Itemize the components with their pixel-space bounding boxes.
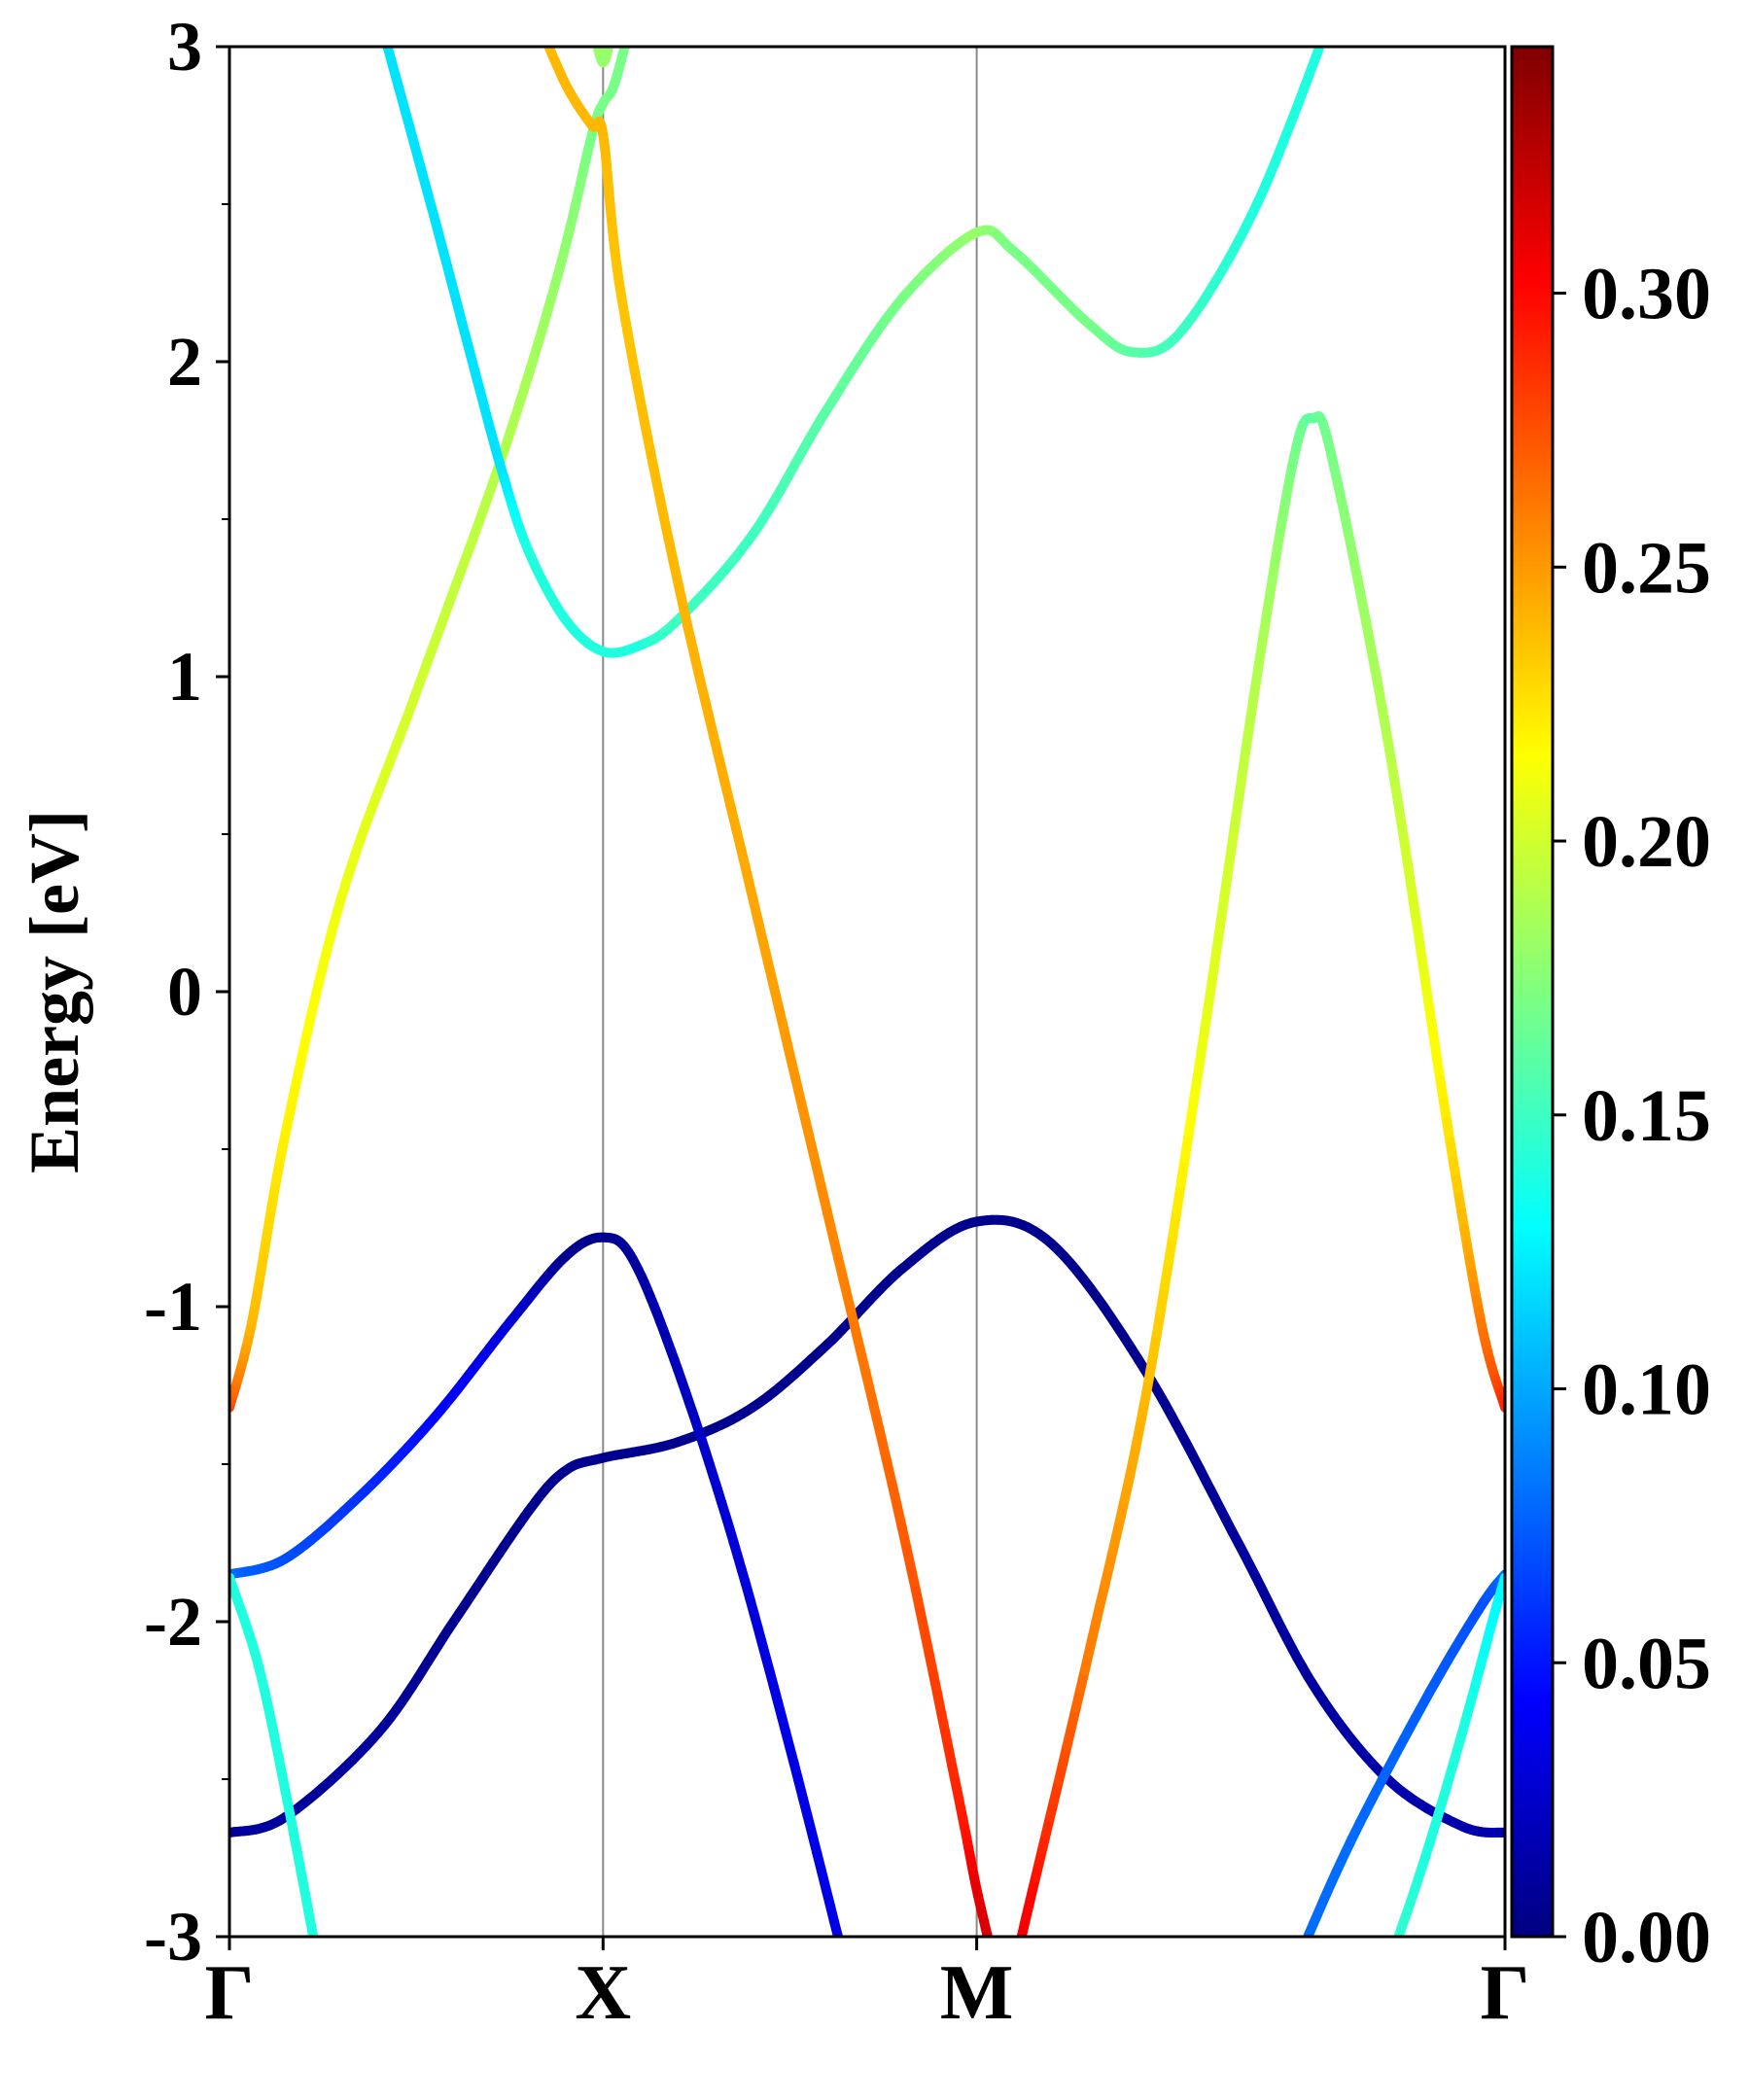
band-7-segment (1299, 1950, 1302, 1957)
band-8-segment (1393, 1932, 1404, 1937)
colorbar-tick-label-2: 0.10 (1582, 1349, 1711, 1431)
band-9-segment (594, 24, 595, 28)
y-tick-label-5: 2 (167, 323, 202, 401)
band-6-segment (1019, 1943, 1020, 1948)
band-3-segment (630, 22, 631, 27)
band-6-segment (1015, 1959, 1016, 1962)
colorbar-tick-label-0: 0.00 (1582, 1897, 1711, 1978)
band-1 (229, 1232, 846, 1968)
band-5-segment (542, 31, 544, 36)
y-tick-label-0: -3 (144, 1898, 202, 1976)
band-6-segment (1017, 1952, 1018, 1956)
band-9-segment (593, 20, 594, 24)
band-8-segment (1391, 1952, 1393, 1958)
band-9-segment (610, 37, 611, 42)
band-6-segment (1216, 881, 1231, 921)
plot-frame (228, 45, 1507, 1939)
band-5-segment (544, 36, 546, 42)
band-2 (229, 1572, 319, 1969)
band-7-segment (1302, 1942, 1306, 1949)
colorbar-tick-label-6: 0.30 (1582, 254, 1711, 335)
band-9-segment (592, 18, 593, 20)
high-symmetry-lines (602, 47, 978, 1937)
band-9-segment (595, 32, 596, 37)
band-4-segment (379, 16, 381, 24)
band-0 (229, 1214, 1505, 1838)
band-5 (536, 16, 994, 1937)
band-2-segment (315, 1944, 317, 1954)
band-9-segment (611, 32, 612, 37)
band-8-segment (1393, 1945, 1396, 1952)
y-tick-label-1: -2 (144, 1583, 202, 1661)
colorbar (1510, 45, 1555, 1939)
band-8 (1387, 1572, 1505, 1969)
band-3-segment (632, 16, 633, 18)
band-7-segment (1297, 1957, 1300, 1963)
band-lines (229, 16, 1505, 1969)
y-tick-label-6: 3 (167, 8, 202, 86)
band-1-segment (844, 1959, 846, 1968)
band-4-segment (1329, 16, 1332, 23)
band-6-segment (1018, 1948, 1019, 1952)
colorbar-tick-label-1: 0.05 (1582, 1623, 1711, 1704)
band-3-segment (631, 18, 632, 22)
y-axis-ticks: -3 -2 -1 0 1 2 3 (144, 8, 229, 1976)
band-5-segment (541, 26, 542, 31)
band-5-segment (539, 21, 541, 25)
band-5-segment (986, 1936, 992, 1937)
colorbar-tick-label-5: 0.25 (1582, 527, 1711, 609)
band-4 (379, 16, 1332, 658)
band-3 (229, 16, 633, 1413)
band-4-segment (1315, 47, 1325, 50)
y-tick-label-4: 1 (167, 638, 202, 716)
y-axis-label: Energy [eV] (16, 810, 93, 1173)
band-9-segment (596, 37, 597, 42)
band-9-segment (613, 18, 614, 20)
band-9 (592, 18, 614, 68)
band-9-segment (612, 20, 613, 24)
band-8-segment (1389, 1958, 1391, 1964)
band-3-segment (627, 31, 628, 37)
y-tick-label-2: -1 (144, 1268, 202, 1346)
band-5-segment (537, 18, 539, 22)
colorbar-ticks: 0.00 0.05 0.10 0.15 0.20 0.25 0.30 (1553, 254, 1711, 1978)
band-6-segment (1212, 910, 1227, 950)
band-2-segment (317, 1954, 319, 1962)
x-tick-label-1: X (575, 1950, 631, 2036)
colorbar-tick-label-4: 0.20 (1582, 801, 1711, 883)
band-3-segment (629, 26, 630, 31)
band-4-segment (381, 23, 384, 34)
band-6-segment (1014, 1966, 1015, 1969)
band-3-segment (623, 47, 629, 48)
x-tick-label-0: Γ (205, 1950, 255, 2036)
band-4-segment (382, 47, 393, 52)
y-tick-label-3: 0 (167, 953, 202, 1031)
band-8-segment (1387, 1964, 1389, 1969)
band-5-segment (536, 16, 537, 18)
band-6 (1014, 411, 1505, 1969)
band-9-segment (594, 28, 595, 33)
band-6-segment (1015, 1963, 1016, 1966)
x-tick-label-3: Γ (1481, 1950, 1530, 2036)
band-6-segment (1016, 1933, 1026, 1937)
band-7-segment (1294, 1963, 1296, 1968)
band-1-segment (841, 1948, 844, 1959)
band-2-segment (318, 1962, 319, 1969)
band-7 (1294, 1569, 1505, 1968)
x-tick-label-2: M (940, 1950, 1014, 2036)
band-6-segment (1016, 1956, 1017, 1959)
band-4-segment (1311, 47, 1325, 62)
colorbar-tick-label-3: 0.15 (1582, 1075, 1711, 1157)
band-4-segment (1325, 23, 1329, 33)
